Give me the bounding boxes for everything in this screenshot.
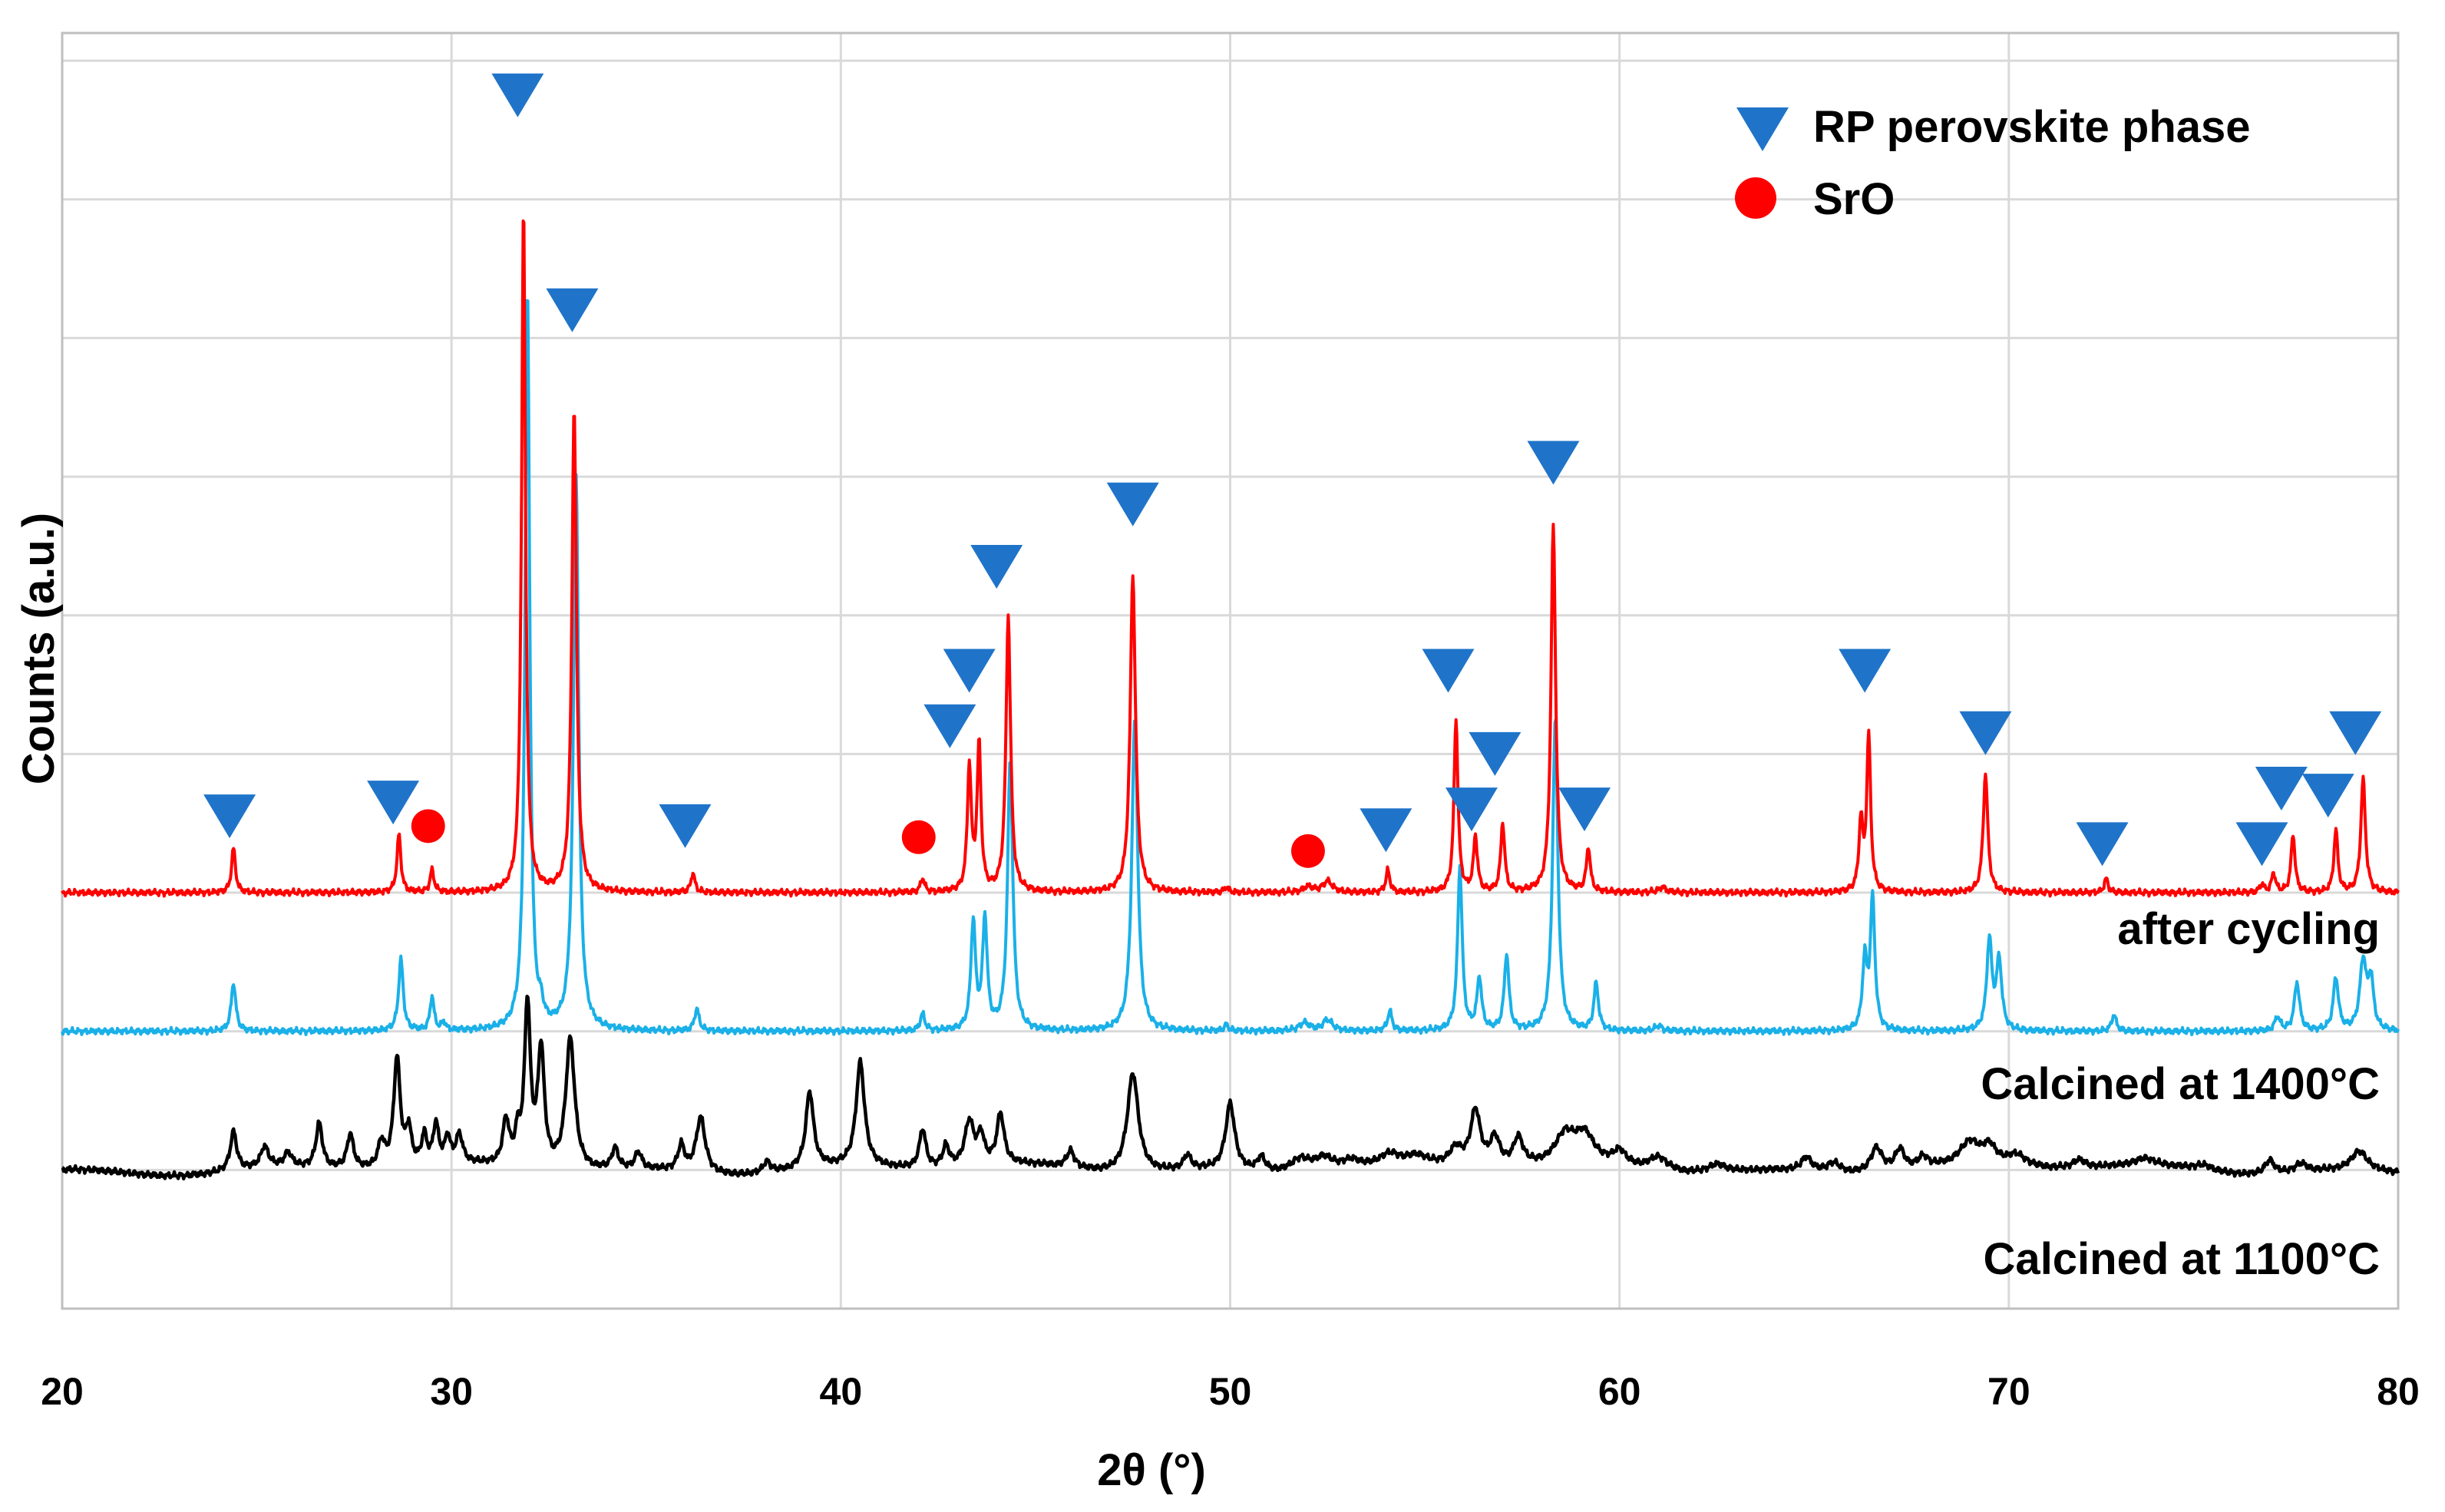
x-tick-label: 80 [2377, 1370, 2420, 1413]
rp-perovskite-marker [1445, 787, 1498, 832]
series-layer [61, 219, 2400, 1181]
x-tick-label: 40 [820, 1370, 863, 1413]
rp-perovskite-marker [1839, 649, 1892, 693]
rp-perovskite-marker [943, 649, 996, 693]
sro-marker [1290, 834, 1325, 868]
legend-label-rp-perovskite: RP perovskite phase [1813, 102, 2251, 152]
rp-perovskite-marker [203, 794, 256, 839]
rp-perovskite-marker [367, 781, 420, 825]
rp-perovskite-marker [2255, 767, 2308, 811]
rp-perovskite-marker [491, 73, 544, 117]
gridlines [62, 33, 2398, 1309]
x-tick-label: 60 [1598, 1370, 1641, 1413]
rp-perovskite-marker [1469, 731, 1522, 776]
rp-perovskite-marker [2076, 822, 2129, 867]
series-label-calcined-1100: Calcined at 1100°C [1984, 1234, 2380, 1284]
rp-perovskite-marker [2301, 774, 2354, 818]
rp-perovskite-marker [1527, 441, 1580, 485]
rp-perovskite-marker [1959, 711, 2012, 755]
rp-perovskite-marker [2329, 711, 2382, 755]
sro-marker [901, 820, 936, 854]
rp-perovskite-marker [923, 704, 976, 748]
rp-perovskite-marker [2235, 822, 2288, 867]
legend-marker-rp-perovskite [1736, 107, 1789, 151]
x-tick-labels: 20 30 40 50 60 70 80 [41, 1370, 2420, 1413]
rp-perovskite-marker [1360, 808, 1412, 853]
series-label-calcined-1400: Calcined at 1400°C [1981, 1059, 2380, 1109]
rp-perovskite-marker [1558, 787, 1611, 832]
plot-frame [61, 31, 2400, 1310]
rp-perovskite-marker [1106, 482, 1159, 527]
legend-marker-sro [1735, 177, 1776, 219]
x-tick-label: 30 [430, 1370, 473, 1413]
sro-marker [411, 809, 445, 843]
legend-label-sro: SrO [1813, 174, 1895, 224]
legend: RP perovskite phase SrO [1735, 102, 2251, 224]
rp-perovskite-marker [1422, 649, 1475, 693]
x-tick-label: 20 [41, 1370, 84, 1413]
series-line-calcined-at-1400-c [61, 299, 2400, 1037]
rp-perovskite-marker [659, 804, 712, 848]
series-line-after-cycling [61, 219, 2400, 898]
x-axis-title: 2θ (°) [1097, 1445, 1206, 1495]
phase-markers [203, 73, 2382, 868]
rp-perovskite-marker [546, 288, 599, 332]
series-line-calcined-at-1100-c [61, 994, 2400, 1181]
y-axis-title: Counts (a.u.) [14, 513, 64, 784]
series-label-after-cycling: after cycling [2117, 904, 2380, 954]
rp-perovskite-marker [970, 545, 1023, 589]
x-tick-label: 50 [1209, 1370, 1252, 1413]
x-tick-label: 70 [1987, 1370, 2030, 1413]
